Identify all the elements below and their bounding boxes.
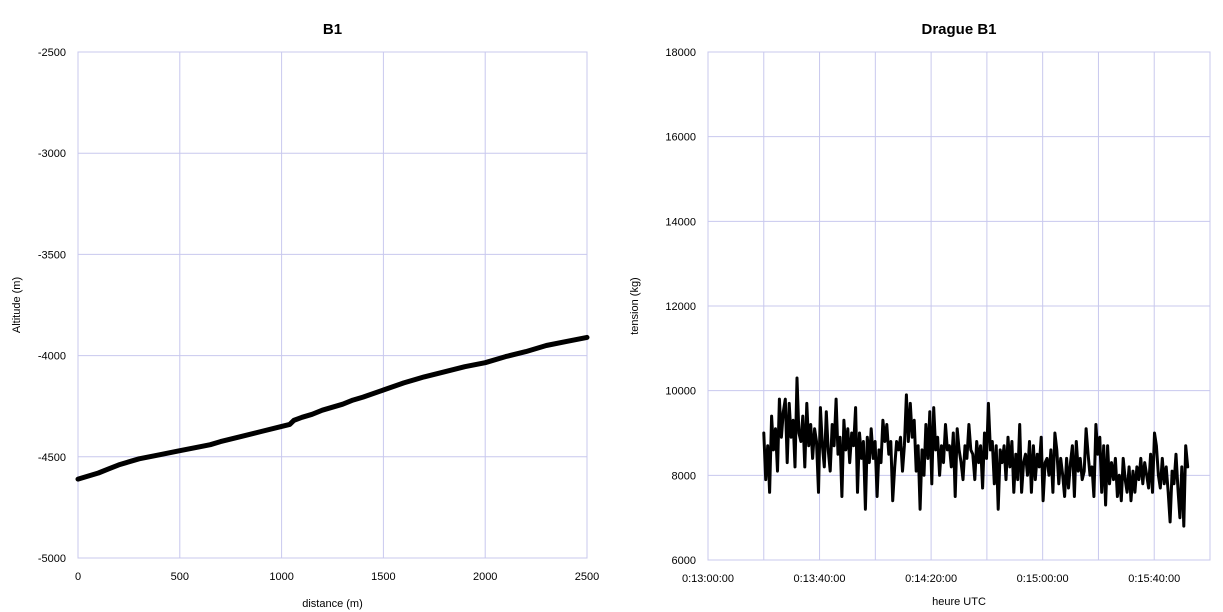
chart-drague-b1-title: Drague B1 [921,21,996,38]
chart-b1-ticks: -5000 -4500 -4000 -3500 -3000 -2500 0 500 1000 15… [38,47,599,583]
y-tick-label: 16000 [665,132,696,144]
y-tick-label: -3000 [38,148,66,160]
x-tick-label: 0:14:20:00 [905,573,957,585]
chart-b1-x-axis-label: distance (m) [302,598,363,610]
x-tick-label: 2000 [473,571,497,583]
x-tick-label: 0 [75,571,81,583]
y-tick-label: 8000 [672,470,696,482]
x-tick-label: 1500 [371,571,395,583]
x-tick-label: 0:13:40:00 [794,573,846,585]
x-tick-label: 1000 [269,571,293,583]
y-tick-label: -5000 [38,553,66,565]
y-tick-label: 10000 [665,386,696,398]
x-tick-label: 0:15:00:00 [1017,573,1069,585]
chart-drague-b1-plot-area [707,51,1211,561]
y-tick-label: -3500 [38,249,66,261]
chart-b1-altitude-line [75,334,590,482]
chart-b1-grid [77,51,588,559]
chart-drague-b1-tension-line [762,376,1190,528]
y-tick-label: -2500 [38,47,66,59]
y-tick-label: -4000 [38,351,66,363]
y-tick-label: 18000 [665,47,696,59]
chart-b1-plot-area [77,51,588,559]
chart-drague-b1-x-axis-label: heure UTC [932,596,986,608]
y-tick-label: 12000 [665,301,696,313]
x-tick-label: 2500 [575,571,599,583]
chart-b1-title: B1 [323,21,342,38]
x-tick-label: 500 [171,571,189,583]
y-tick-label: 6000 [672,555,696,567]
chart-b1: -5000 -4500 -4000 -3500 -3000 -2500 0 500 1000 15… [11,21,599,610]
y-tick-label: -4500 [38,452,66,464]
chart-drague-b1-ticks: 6000 8000 10000 12000 14000 16000 18000 0:13:00… [665,47,1180,585]
chart-b1-y-axis-label: Altitude (m) [11,277,23,333]
y-tick-label: 14000 [665,216,696,228]
chart-drague-b1: 6000 8000 10000 12000 14000 16000 18000 0:13:00… [629,21,1211,608]
chart-drague-b1-y-axis-label: tension (kg) [629,277,641,334]
x-tick-label: 0:15:40:00 [1128,573,1180,585]
x-tick-label: 0:13:00:00 [682,573,734,585]
